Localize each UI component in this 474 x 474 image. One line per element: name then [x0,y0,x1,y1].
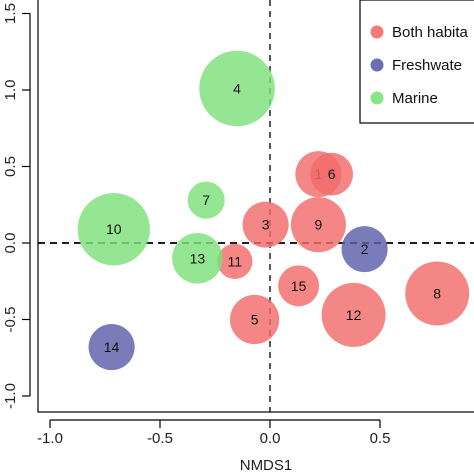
bubble-circle [278,265,320,307]
x-axis: -1.0 -0.5 0.0 0.5 [37,419,391,447]
y-tick-label: -0.5 [2,307,19,333]
bubble-circle [405,261,470,326]
bubble-4: 4 [199,50,275,127]
bubble-circle [217,243,253,279]
x-axis-title: NMDS1 [240,457,293,474]
bubble-12: 12 [321,282,386,347]
bubble-circle [88,324,135,371]
bubble-14: 14 [88,324,135,371]
legend-swatch [370,25,384,39]
bubble-circle [199,50,275,127]
bubble-label: 14 [104,339,120,355]
bubble-label: 15 [291,278,307,294]
legend-swatch [370,91,384,105]
bubble-label: 6 [328,166,336,182]
bubble-circle [229,294,280,345]
bubble-label: 8 [433,285,441,301]
legend-swatch [370,58,384,72]
legend-label: Marine [392,90,438,107]
legend-item: Both habita [370,24,469,41]
y-axis: -1.0 -0.5 0.0 0.5 1.0 1.5 [2,3,31,409]
legend-item: Freshwate [370,57,462,74]
bubble-2: 2 [341,226,388,273]
bubble-5: 5 [229,294,280,345]
bubble-circle [321,282,386,347]
bubble-13: 13 [172,233,223,284]
bubble-circle [77,193,150,266]
plot-frame [37,0,474,413]
bubble-circle [242,201,289,248]
bubble-label: 9 [315,217,323,233]
bubble-layer: 163911155128214471013 [77,50,470,371]
legend: Both habita Freshwate Marine [359,0,474,124]
x-tick-label: 0.0 [260,430,281,447]
bubble-circle [187,181,225,219]
y-tick-label: 1.5 [2,3,19,24]
bubble-15: 15 [278,265,320,307]
bubble-6: 6 [310,152,354,196]
bubble-9: 9 [290,197,346,253]
bubble-circle [310,152,354,196]
bubble-circle [290,197,346,253]
bubble-8: 8 [405,261,470,326]
bubble-label: 13 [190,250,206,266]
x-tick-label: -1.0 [37,430,63,447]
bubble-label: 12 [346,307,362,323]
bubble-label: 10 [106,221,122,237]
bubble-label: 4 [233,80,241,96]
legend-label: Both habita [392,24,469,41]
bubble-label: 7 [202,192,210,208]
bubble-label: 2 [361,241,369,257]
y-tick-label: -1.0 [2,383,19,409]
y-tick-label: 0.5 [2,156,19,177]
bubble-circle [172,233,223,284]
bubble-label: 3 [262,217,270,233]
bubble-label: 5 [251,312,259,328]
bubble-label: 11 [228,253,243,269]
x-tick-label: -0.5 [147,430,173,447]
legend-label: Freshwate [392,57,462,74]
bubble-7: 7 [187,181,225,219]
x-tick-label: 0.5 [370,430,391,447]
y-tick-label: 0.0 [2,233,19,254]
legend-item: Marine [370,90,438,107]
bubble-10: 10 [77,193,150,266]
y-tick-label: 1.0 [2,80,19,101]
bubble-3: 3 [242,201,289,248]
bubble-circle [341,226,388,273]
bubble-11: 11 [217,243,253,279]
